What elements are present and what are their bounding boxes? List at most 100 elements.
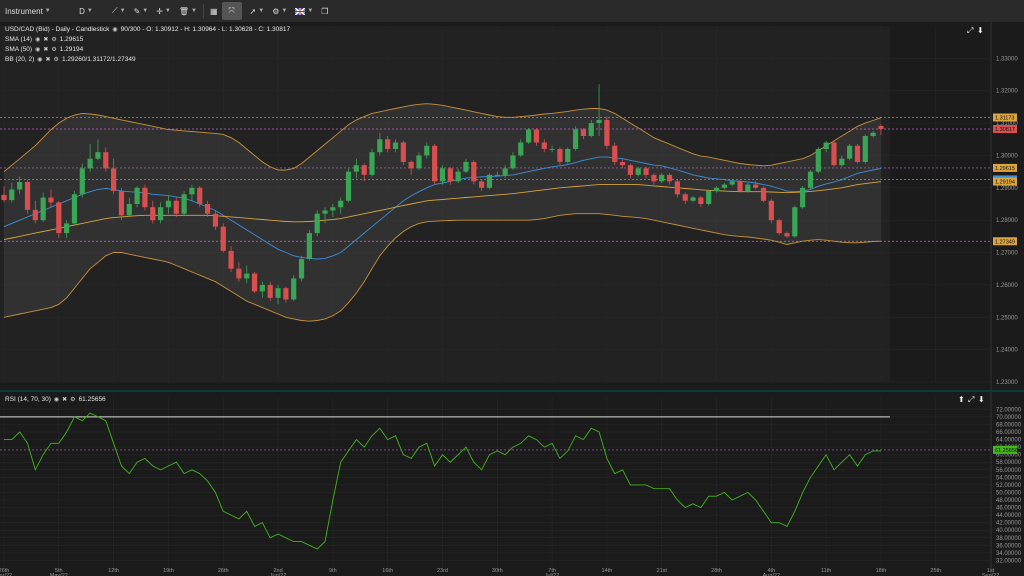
candle-body [854,145,861,162]
legend-bb-row: BB (20, 2) ◉ ✖ ⚙ 1.29260/1.31172/1.27349 [5,56,136,63]
candle-body [557,148,563,162]
close-icon[interactable]: ✖ [43,37,49,43]
close-icon[interactable]: ✖ [43,47,49,53]
candle [619,158,626,169]
candle-body [79,168,85,195]
candle [40,192,46,222]
gear-icon[interactable]: ⚙ [51,37,57,43]
y-tick-label: 58.00000 [996,460,1022,466]
pencil-button[interactable]: ✎ ▼ [130,2,153,20]
candle-body [432,145,438,182]
price-chart[interactable]: 1.33000 1.32000 1.31000 1.30000 1.29000 1.280… [0,22,1024,390]
eye-icon[interactable]: ◉ [37,57,43,63]
y-tick-label: 1.33000 [996,56,1018,62]
candle [878,124,884,136]
trash-button[interactable]: 🗑 ▼ [175,2,201,20]
sma50-line [3,181,882,241]
candle [776,218,782,235]
candle-body [275,288,281,298]
candle-body [768,200,774,221]
candle [682,192,688,204]
gear-icon[interactable]: ⚙ [70,397,76,403]
candle-body [392,142,399,149]
candle-body [878,126,884,129]
layout-button[interactable]: ▦ [206,2,222,20]
legend-bb-value: 1.29260/1.31172/1.27349 [61,56,136,63]
candle-body [118,191,125,216]
candle [71,191,78,226]
bb-lower-line [3,213,882,322]
arrow-up-icon[interactable]: ⬆ [958,395,965,404]
candle [815,147,821,174]
period-selector[interactable]: D ▼ [72,2,100,20]
candle [385,136,391,153]
candle-body [267,284,273,298]
candle [111,158,117,195]
candle [690,195,696,203]
y-tick-label: 64.00000 [996,438,1022,444]
maximize-pane-icon[interactable]: ⤢ [967,26,974,35]
language-button[interactable]: ▼ [291,2,317,20]
y-tick-label: 66.00000 [996,430,1022,436]
candle-body [572,129,579,149]
eye-icon[interactable]: ◉ [53,397,60,403]
candle [541,139,547,153]
candle-body [815,148,821,172]
gear-icon[interactable]: ⚙ [51,47,57,53]
y-tick-label: 1.31000 [996,121,1018,127]
price-label-text: 1.31173 [995,115,1014,121]
candle-body [189,187,195,195]
crosshair-button[interactable]: ✛ ▼ [152,2,175,20]
candle [64,220,70,238]
drawing-tools-icon: ➚ [249,6,257,16]
candle-body [181,194,187,214]
eye-icon[interactable]: ◉ [35,37,41,43]
arrow-down-icon[interactable]: ⬇ [978,395,985,404]
candle-body [682,194,688,201]
candle [549,145,555,153]
candle [330,204,336,217]
pane-divider[interactable] [0,390,1024,392]
candle [706,189,712,206]
candle [612,142,618,166]
y-tick-label: 38.00000 [996,536,1022,542]
candle-body [134,187,140,204]
candle-body [612,145,618,162]
close-icon[interactable]: ✖ [62,397,68,403]
drawing-tools-button[interactable]: ➚ ▼ [246,2,269,20]
candle-body [291,278,297,300]
arrow-down-icon[interactable]: ⬇ [977,26,984,35]
instrument-selector[interactable]: Instrument ▼ [0,2,56,20]
candle-body [259,284,265,292]
eye-icon[interactable]: ◉ [112,27,118,33]
candle [361,163,367,182]
candle-body [510,155,516,169]
candle-body [463,161,469,172]
candle [588,119,594,138]
candle [862,134,868,164]
candle [635,166,641,177]
settings-button[interactable]: ⚙ ▼ [268,2,291,20]
toolbar-divider [202,4,204,18]
popout-button[interactable]: ❐ [317,2,332,20]
uk-flag-icon [295,7,306,15]
layout-icon: ▦ [209,6,218,16]
candle-body [408,161,414,169]
candle-body [666,174,673,182]
fit-button[interactable]: ⤧ [221,2,242,20]
line-tool-button[interactable]: ⟋ ▼ [108,2,130,20]
y-tick-label: 1.28000 [996,218,1018,224]
y-tick-label: 44.00000 [996,513,1022,519]
maximize-pane-icon[interactable]: ⤢ [968,395,975,404]
candle [533,127,540,146]
settings-icon: ⚙ [272,6,280,16]
eye-icon[interactable]: ◉ [35,47,41,53]
candle-body [56,202,62,234]
close-icon[interactable]: ✖ [45,57,51,63]
legend-sma50-row: SMA (50) ◉ ✖ ⚙ 1.29194 [5,46,83,53]
candle-body [447,168,453,182]
gear-icon[interactable]: ⚙ [53,57,59,63]
candle-body [737,181,743,192]
candle-body [439,168,446,182]
